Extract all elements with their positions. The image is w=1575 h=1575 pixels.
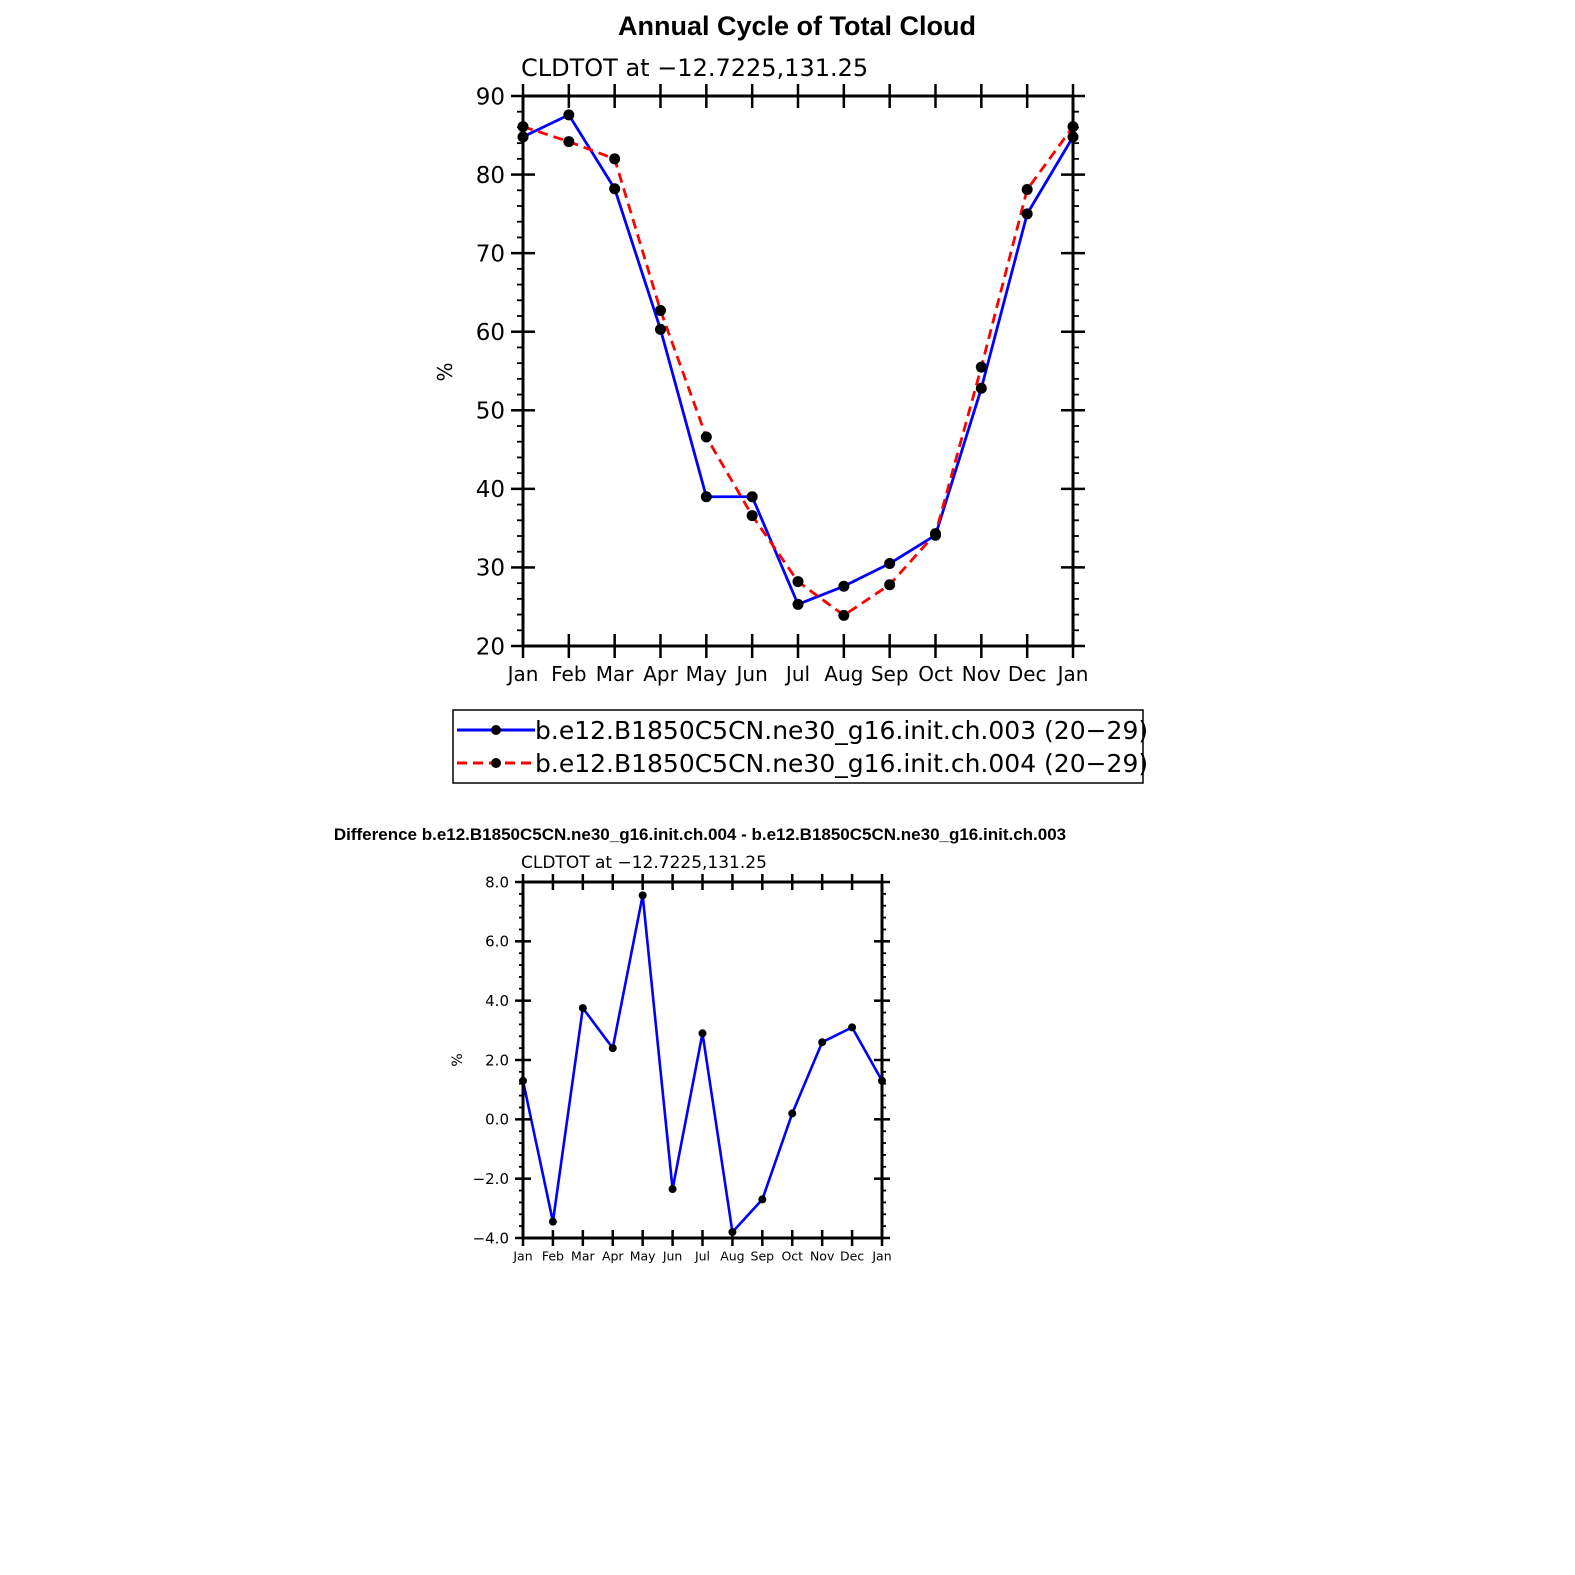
chart2-series1-point: [578, 1004, 587, 1013]
chart1-ytick-label: 50: [476, 399, 505, 425]
chart2-series1-point: [698, 1029, 707, 1038]
chart2-plot-frame: [521, 880, 884, 1240]
chart1-xtick-label: Apr: [643, 662, 678, 686]
legend-box: [452, 709, 1144, 784]
chart1-series2-point: [609, 153, 621, 165]
chart2-title: Difference b.e12.B1850C5CN.ne30_g16.init…: [334, 825, 1066, 844]
chart2-ytick-label: 6.0: [485, 933, 509, 951]
chart1-xtick-label: Dec: [1008, 662, 1047, 686]
chart1-title: Annual Cycle of Total Cloud: [618, 11, 976, 41]
chart1-xtick-label: Nov: [962, 662, 1001, 686]
chart2-xtick-label: Apr: [602, 1248, 624, 1263]
chart1-series2-point: [655, 305, 666, 316]
chart2-xtick-label: Jun: [662, 1248, 683, 1263]
chart2-xtick-label: Jul: [694, 1248, 710, 1263]
chart1-series2-point: [1021, 184, 1033, 195]
chart1-series2-point: [975, 361, 987, 373]
chart1-ytick-label: 70: [476, 241, 505, 267]
chart2-xtick-label: Oct: [781, 1248, 803, 1263]
chart1-xtick-label: Aug: [824, 662, 863, 686]
chart2-xtick-label: Sep: [751, 1248, 775, 1263]
chart1-series1-point: [1021, 208, 1033, 220]
chart2-series-line-1: [521, 894, 884, 1234]
chart2-ytick-label: −2.0: [473, 1170, 509, 1188]
chart1-series2-point: [930, 528, 941, 540]
chart1-xtick-label: Sep: [871, 662, 909, 686]
chart2-xtick-label: Nov: [810, 1248, 835, 1263]
chart1-xtick-label: Jul: [784, 662, 810, 686]
chart1-series2-point: [838, 609, 850, 621]
chart1-xtick-label: Mar: [596, 662, 635, 686]
chart2-ytick-label: 4.0: [485, 992, 509, 1010]
chart2-series1-point: [848, 1023, 857, 1032]
chart1-series1-point: [746, 491, 758, 503]
chart1-ytick-label: 80: [476, 163, 505, 189]
chart2-xtick-label: Aug: [720, 1248, 744, 1263]
chart1-series1-point: [609, 183, 621, 195]
chart1-series2-point: [884, 579, 896, 591]
chart1-series2-point: [700, 431, 712, 443]
chart2-xtick-label: Feb: [542, 1248, 564, 1263]
chart1-ytick-label: 90: [476, 84, 505, 110]
chart1-series1-point: [700, 491, 712, 503]
chart1-series-line-2: [522, 125, 1075, 617]
chart2-ylabel: %: [450, 1053, 466, 1066]
chart2-ytick-label: 0.0: [485, 1111, 509, 1129]
difference-chart: Difference b.e12.B1850C5CN.ne30_g16.init…: [334, 825, 1066, 1263]
chart2-series1-point: [548, 1217, 557, 1226]
chart2-ytick-label: −4.0: [473, 1229, 509, 1247]
chart1-series2-point: [563, 136, 575, 148]
chart1-ytick-label: 30: [476, 556, 505, 582]
chart1-xtick-label: Jan: [506, 662, 539, 686]
chart2-ytick-label: 8.0: [485, 873, 509, 891]
chart2-series1-point: [608, 1044, 617, 1053]
chart2-xtick-label: Jan: [512, 1248, 532, 1263]
chart1-series1-point: [655, 323, 666, 335]
chart1-xtick-label: Jun: [735, 662, 768, 686]
chart1-series2-point: [746, 510, 758, 522]
chart2-series1-point: [818, 1038, 827, 1047]
legend-label-series1: b.e12.B1850C5CN.ne30_g16.init.ch.003 (20…: [535, 716, 1148, 745]
chart1-ylabel: %: [433, 362, 457, 381]
chart2-series1-point: [668, 1185, 677, 1194]
chart1-ytick-label: 20: [476, 634, 505, 660]
chart1-series1-point: [838, 580, 850, 592]
legend-marker-series2: [491, 758, 501, 768]
chart1-xtick-label: Oct: [918, 662, 953, 686]
chart1-subtitle: CLDTOT at −12.7225,131.25: [521, 54, 868, 82]
chart1-legend: b.e12.B1850C5CN.ne30_g16.init.ch.003 (20…: [452, 709, 1148, 784]
chart1-ytick-label: 40: [476, 477, 505, 503]
legend-label-series2: b.e12.B1850C5CN.ne30_g16.init.ch.004 (20…: [535, 749, 1148, 778]
chart2-series1-point: [788, 1109, 797, 1118]
chart1-series1-point: [975, 382, 987, 394]
chart2-xtick-label: Mar: [571, 1248, 595, 1263]
chart1-ytick-label: 60: [476, 320, 505, 346]
chart1-series-line-1: [522, 113, 1075, 606]
chart2-series1-point: [758, 1195, 767, 1204]
chart2-series1-point: [638, 891, 647, 900]
chart1-xtick-label: May: [686, 662, 728, 686]
chart1-xtick-label: Jan: [1056, 662, 1089, 686]
chart1-series1-point: [563, 109, 575, 121]
chart1-plot-frame: [521, 94, 1075, 648]
chart1-series2-point: [792, 576, 804, 588]
chart1-series1-point: [884, 558, 896, 569]
chart1-series1-point: [792, 598, 804, 610]
chart1-xtick-label: Feb: [551, 662, 586, 686]
chart2-ytick-label: 2.0: [485, 1051, 509, 1069]
annual-cycle-chart: Annual Cycle of Total Cloud CLDTOT at −1…: [433, 11, 1148, 784]
chart2-subtitle: CLDTOT at −12.7225,131.25: [521, 853, 767, 873]
legend-marker-series1: [491, 725, 501, 735]
chart2-xtick-label: May: [630, 1248, 656, 1263]
chart2-xtick-label: Jan: [871, 1248, 891, 1263]
chart2-xtick-label: Dec: [840, 1248, 864, 1263]
